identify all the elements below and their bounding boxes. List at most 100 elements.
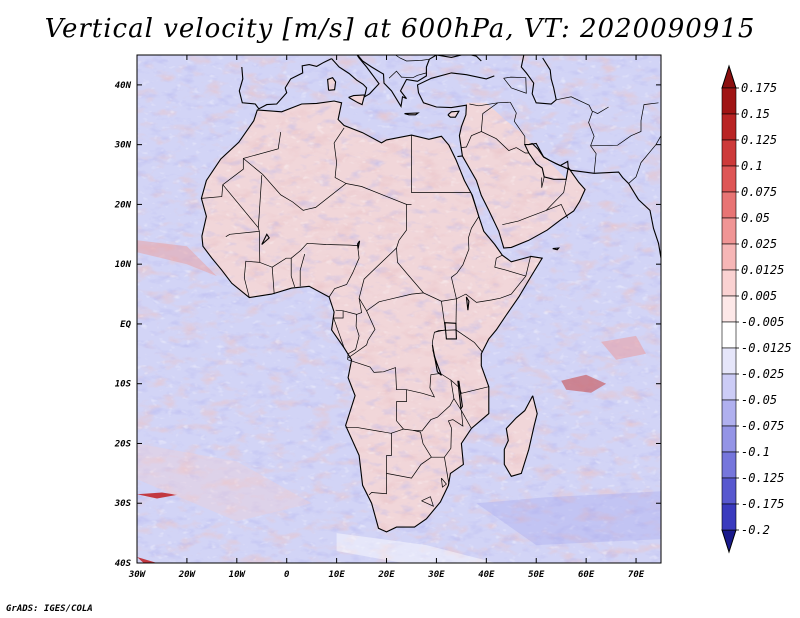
border-segment [461,410,472,429]
coastline-segment [416,72,495,157]
border-segment [455,298,457,330]
lat-tick-label: 20S [114,439,132,449]
lon-tick-label: 10W [229,570,247,580]
border-segment [628,135,661,184]
border-segment [545,179,567,211]
colorbar-swatch [721,165,737,193]
colorbar-top-arrow [721,64,737,89]
plot-frame [136,54,662,564]
lake-outline [444,322,457,340]
border-segment [394,55,430,62]
colorbar-swatch [721,217,737,245]
border-segment [444,398,464,485]
colorbar-swatch [721,477,737,505]
colorbar-swatch [721,321,737,349]
coastline-segment [404,112,420,116]
colorbar-swatch [721,373,737,401]
border-segment [396,247,424,294]
lat-tick-label: 40S [115,559,132,569]
border-segment [400,72,427,79]
border-segment [469,102,498,107]
colorbar-label: 0.0125 [741,263,784,277]
lat-tick-label: 40N [115,81,132,91]
descent-band [476,491,661,546]
colorbar-label: 0.005 [741,289,777,303]
colorbar-label: 0.125 [741,133,777,147]
border-segment [411,135,471,193]
colorbar-swatch [721,139,737,167]
border-segment [347,310,376,359]
coastline-segment [520,55,557,105]
border-segment [451,192,480,299]
border-segment [243,158,532,312]
border-segment [290,242,360,298]
lon-tick-label: 60E [578,570,595,580]
border-segment [503,76,527,94]
border-segment [347,314,360,360]
colorbar-label: 0.1 [741,159,763,173]
border-segment [243,260,260,298]
colorbar-label: -0.025 [741,367,784,381]
colorbar-swatch [721,503,737,531]
border-segment [441,477,447,488]
lat-tick-label: 10S [115,380,132,390]
coastline-segment [429,55,482,62]
latitude-axis: 40N 30N 20N 10N EQ 10S 20S 30S 40S [114,81,661,569]
colorbar-swatch [721,451,737,479]
lake-outline [465,296,470,311]
colorbar-swatch [721,113,737,141]
lon-tick-label: 40E [478,570,495,580]
border-segment [412,429,445,458]
border-segment [509,102,526,145]
colorbar-label: 0.15 [741,107,770,121]
coastline-segment [327,77,337,91]
border-segment [345,359,407,434]
southern-streaks [336,533,497,563]
lake-outline [457,380,463,411]
coastline-segment [528,142,569,168]
colorbar: 0.175 0.15 0.125 0.1 0.075 0.05 0.025 0.0125 0.0… [721,64,792,554]
border-segment [421,496,434,507]
lon-tick-label: 0 [284,570,290,580]
lon-tick-label: 50E [528,570,545,580]
lon-tick-label: 30E [427,570,445,580]
border-segment [516,147,529,154]
coastline-segment [356,55,430,108]
colorbar-swatch [721,347,737,375]
colorbar-label: 0.075 [741,185,777,199]
lat-tick-label: 30N [114,141,132,151]
map-plot-area [137,55,661,563]
coastlines [200,55,661,533]
lon-tick-label: 10E [328,570,345,580]
colorbar-swatch [721,425,737,453]
border-segment [258,231,275,295]
colorbar-swatch [721,87,737,115]
lon-tick-label: 20E [377,570,395,580]
colorbar-swatch [721,243,737,271]
coastline-segment [552,247,560,251]
border-segment [386,432,392,456]
colorbar-label: -0.175 [741,497,784,511]
lon-tick-label: 70E [628,570,645,580]
border-segment [494,254,526,277]
streak-texture [137,55,661,563]
lake-outline [261,233,270,245]
longitude-axis: 30W 20W 10W 0 10E 20E 30E 40E 50E 60E 70E [128,55,645,580]
coastline-segment [238,58,332,110]
border-segment [588,106,609,174]
border-segment [502,203,569,226]
colorbar-label: 0.05 [741,211,770,225]
colorbar-label: -0.05 [741,393,777,407]
country-borders [201,55,661,507]
border-segment [333,310,345,348]
colorbar-label: -0.0125 [741,341,792,355]
border-segment [440,373,489,394]
lon-tick-label: 30W [128,570,147,580]
figure-title: Vertical velocity [m/s] at 600hPa, VT: 2… [44,14,756,44]
lat-tick-label: 20N [114,200,132,210]
coastline-segment [447,110,460,118]
border-segment [368,455,387,496]
grads-credit: GrADS: IGES/COLA [6,604,93,614]
border-segment [590,102,659,147]
border-segment [480,101,511,132]
